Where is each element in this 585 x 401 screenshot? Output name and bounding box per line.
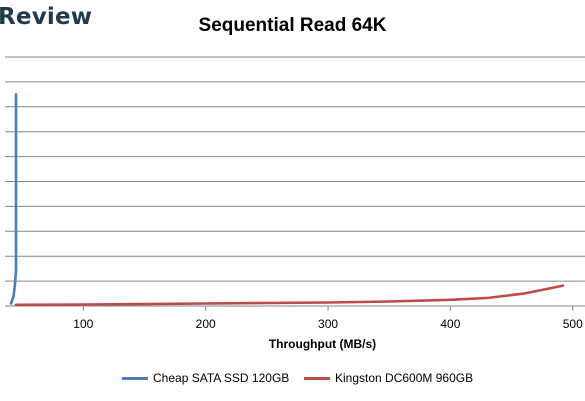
x-tick-label-400: 400 — [440, 317, 460, 331]
legend-swatch-series-2 — [304, 376, 330, 380]
series-line-2 — [14, 284, 565, 307]
watermark-logo: Review — [0, 4, 93, 30]
chart-title: Sequential Read 64K — [198, 15, 387, 36]
x-tick-label-100: 100 — [73, 317, 93, 331]
x-tick-label-200: 200 — [196, 317, 216, 331]
legend-label-series-2: Kingston DC600M 960GB — [335, 371, 474, 385]
legend-item-series-1: Cheap SATA SSD 120GB — [122, 371, 289, 385]
x-tick-label-500: 500 — [563, 317, 583, 331]
legend-label-series-1: Cheap SATA SSD 120GB — [153, 371, 290, 385]
x-tick-label-300: 300 — [318, 317, 338, 331]
series-line-1 — [9, 93, 18, 305]
legend-item-series-2: Kingston DC600M 960GB — [304, 371, 473, 385]
legend: Cheap SATA SSD 120GB Kingston DC600M 960… — [0, 371, 585, 389]
legend-swatch-series-1 — [122, 376, 148, 380]
x-axis-label: Throughput (MB/s) — [268, 337, 377, 351]
